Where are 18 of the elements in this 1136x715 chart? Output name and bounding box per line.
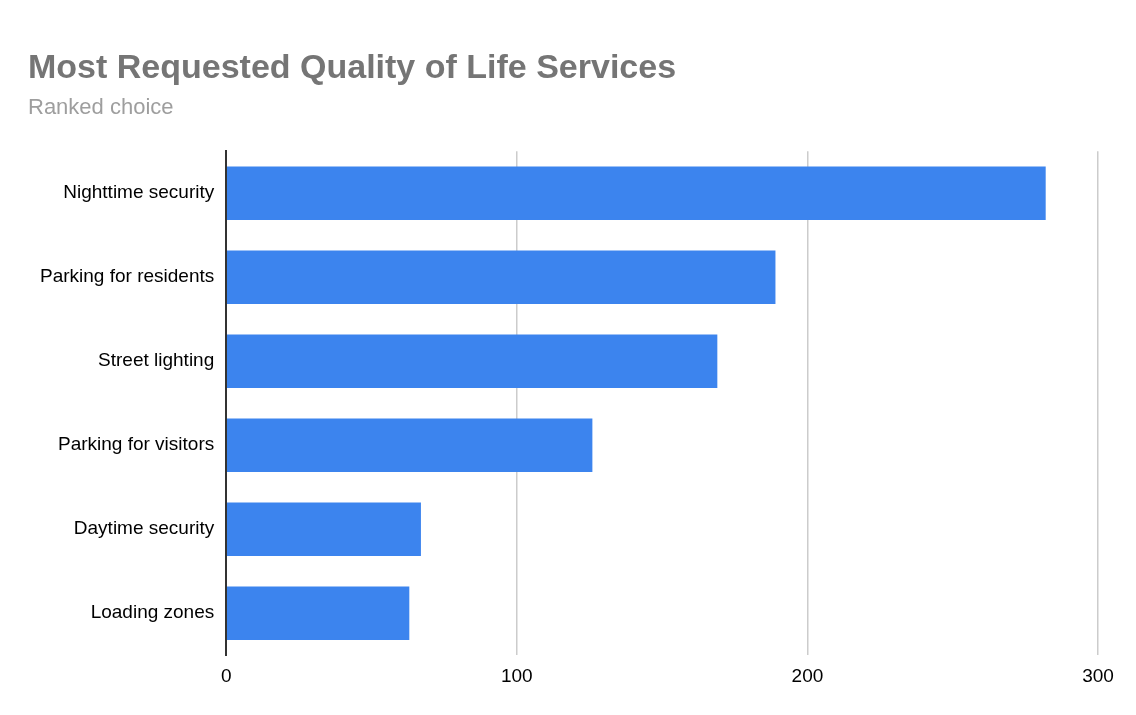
y-tick-label: Daytime security xyxy=(73,517,215,539)
y-tick-label: Nighttime security xyxy=(63,181,215,203)
bar xyxy=(227,418,593,472)
bar xyxy=(227,250,776,304)
x-tick-label: 300 xyxy=(1082,664,1114,686)
chart-subtitle: Ranked choice xyxy=(28,94,174,120)
bar xyxy=(227,586,410,640)
y-tick-label: Street lighting xyxy=(98,349,215,371)
bar xyxy=(227,502,421,556)
x-tick-label: 0 xyxy=(220,664,232,686)
x-tick-label: 200 xyxy=(791,664,824,686)
y-tick-label: Loading zones xyxy=(90,601,215,623)
y-tick-label: Parking for visitors xyxy=(57,433,215,455)
x-tick-label: 100 xyxy=(500,664,533,686)
chart-title: Most Requested Quality of Life Services xyxy=(28,46,677,85)
bar xyxy=(227,166,1046,220)
bar xyxy=(227,334,718,388)
y-tick-label: Parking for residents xyxy=(40,265,215,287)
